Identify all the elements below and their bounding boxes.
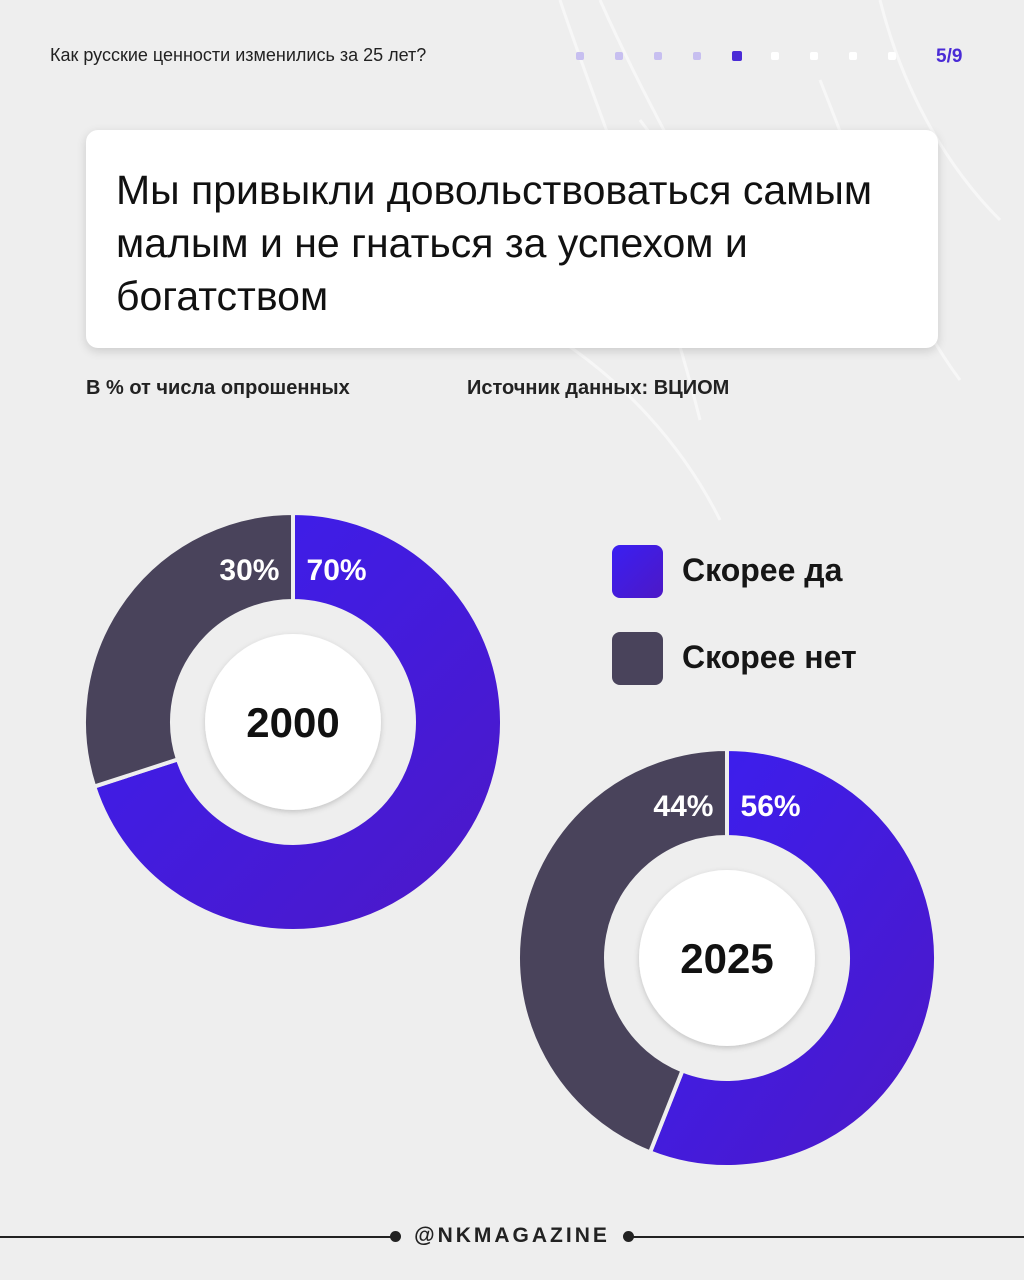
progress-dot-2 (615, 52, 623, 60)
donut-2025-slice-yes (647, 746, 938, 1169)
page-progress-dots (576, 51, 896, 62)
footer-line-right (632, 1236, 1024, 1238)
legend-swatch-yes (612, 545, 663, 598)
donut-2025-center (639, 870, 815, 1046)
headline: Мы привыкли довольствоваться самым малым… (116, 167, 873, 319)
legend-label-yes: Скорее да (682, 552, 843, 588)
donut-2025-label-no: 44% (653, 790, 713, 823)
series-title: Как русские ценности изменились за 25 ле… (50, 45, 427, 65)
progress-dot-7 (810, 52, 818, 60)
donut-2000-slice-no (82, 510, 295, 790)
donut-2000-center (205, 634, 381, 810)
footer-dot-right (623, 1231, 634, 1242)
donut-year-label: 2000 (246, 699, 339, 746)
progress-dot-1 (576, 52, 584, 60)
progress-dot-8 (849, 52, 857, 60)
progress-dot-9 (888, 52, 896, 60)
donut-year-label: 2025 (680, 935, 773, 982)
donut-2000-label-no: 30% (219, 554, 279, 587)
headline-card: Мы привыкли довольствоваться самым малым… (86, 130, 938, 348)
footer-line-left (0, 1236, 392, 1238)
donut-2025-slice-no (516, 746, 729, 1155)
footer-handle: @NKMAGAZINE (414, 1224, 610, 1247)
progress-dot-5 (732, 51, 742, 61)
unit-note: В % от числа опрошенных (86, 377, 350, 399)
legend-swatch-no (612, 632, 663, 685)
data-source: Источник данных: ВЦИОМ (467, 377, 730, 399)
progress-dot-6 (771, 52, 779, 60)
legend-label-no: Скорее нет (682, 639, 857, 675)
progress-dot-4 (693, 52, 701, 60)
footer-dot-left (390, 1231, 401, 1242)
donut-2000-label-yes: 70% (307, 554, 367, 587)
progress-dot-3 (654, 52, 662, 60)
donut-2000-slice-yes (91, 510, 504, 933)
page-indicator: 5/9 (936, 46, 963, 67)
donut-2025-label-yes: 56% (741, 790, 801, 823)
